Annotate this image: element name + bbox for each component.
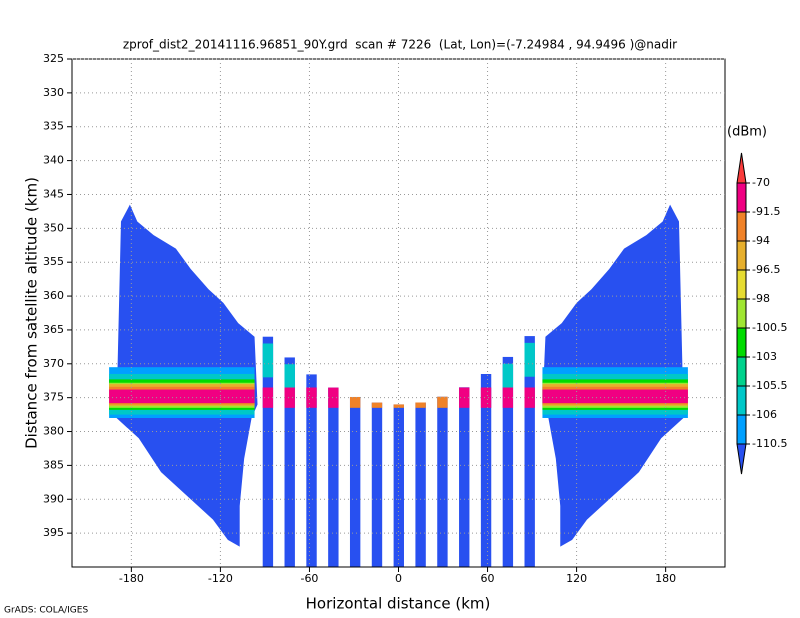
colorbar-label: -96.5 (752, 263, 780, 276)
colorbar-bin (736, 182, 747, 213)
colorbar-label: -98 (752, 292, 770, 305)
field-cell (502, 387, 514, 408)
field-cell (459, 387, 470, 567)
field-cell (262, 343, 274, 378)
field (109, 204, 688, 567)
field-cell (328, 387, 339, 567)
x-tick-label: -120 (208, 572, 233, 585)
chart-title: zprof_dist2_20141116.96851_90Y.grd scan … (123, 38, 677, 52)
y-tick-label: 335 (43, 120, 64, 133)
colorbar-label: -110.5 (752, 437, 787, 450)
colorbar-label: -103 (752, 350, 777, 363)
field-cell (437, 396, 448, 408)
field-cell (284, 357, 295, 567)
field-cell (437, 396, 448, 567)
field-cell (371, 402, 383, 408)
y-tick-label: 375 (43, 391, 64, 404)
colorbar-bin (736, 356, 747, 387)
field-cell (328, 387, 339, 408)
field-cell (349, 396, 361, 408)
x-tick-label: 0 (395, 572, 402, 585)
y-tick-label: 330 (43, 86, 64, 99)
x-tick-label: 180 (655, 572, 676, 585)
y-tick-label: 365 (43, 323, 64, 336)
field-cell (524, 387, 535, 408)
field-cell (524, 336, 535, 567)
field-cell (480, 373, 492, 567)
colorbar-label: -70 (752, 176, 770, 189)
field-cell (415, 402, 426, 408)
x-tick-label: 60 (481, 572, 495, 585)
y-tick-label: 340 (43, 154, 64, 167)
field-cell (415, 402, 426, 567)
colorbar-label: -106 (752, 408, 777, 421)
field-cell (371, 402, 383, 567)
y-tick-label: 370 (43, 357, 64, 370)
field-cell (306, 374, 317, 567)
colorbar-label: -100.5 (752, 321, 787, 334)
colorbar-cap (736, 152, 747, 184)
x-axis-label: Horizontal distance (km) (306, 595, 491, 613)
field-cell (524, 342, 535, 377)
x-tick-label: -60 (300, 572, 318, 585)
field-cell (393, 404, 404, 567)
field-cell (262, 387, 274, 408)
y-tick-label: 380 (43, 425, 64, 438)
field-cell (480, 387, 492, 408)
field-cell (502, 356, 514, 567)
y-tick-label: 395 (43, 526, 64, 539)
y-tick-label: 325 (43, 52, 64, 65)
x-tick-label: 120 (566, 572, 587, 585)
field-cell (502, 363, 514, 388)
y-tick-label: 345 (43, 187, 64, 200)
field-cell (306, 387, 317, 408)
field-cell (109, 389, 255, 404)
colorbar-bin (736, 327, 747, 358)
y-tick-label: 360 (43, 289, 64, 302)
field-cell (542, 389, 688, 404)
colorbar-title: (dBm) (727, 125, 767, 140)
y-tick-label: 350 (43, 221, 64, 234)
y-axis-label: Distance from satellite altitude (km) (23, 177, 41, 449)
colorbar-cap (736, 443, 747, 475)
colorbar-bin (736, 298, 747, 329)
y-tick-label: 385 (43, 458, 64, 471)
y-tick-label: 390 (43, 492, 64, 505)
field-cell (349, 396, 361, 567)
colorbar-bin (736, 211, 747, 242)
field-cell (393, 404, 404, 408)
footer: GrADS: COLA/IGES (4, 606, 88, 616)
field-cell (284, 387, 295, 408)
x-tick-label: -180 (119, 572, 144, 585)
colorbar-bin (736, 269, 747, 300)
field-cell (284, 364, 295, 388)
colorbar-bin (736, 414, 747, 445)
colorbar-label: -105.5 (752, 379, 787, 392)
y-tick-label: 355 (43, 255, 64, 268)
field-cell (262, 336, 274, 567)
colorbar-bin (736, 385, 747, 416)
colorbar-label: -91.5 (752, 205, 780, 218)
colorbar-label: -94 (752, 234, 770, 247)
colorbar-bin (736, 240, 747, 271)
